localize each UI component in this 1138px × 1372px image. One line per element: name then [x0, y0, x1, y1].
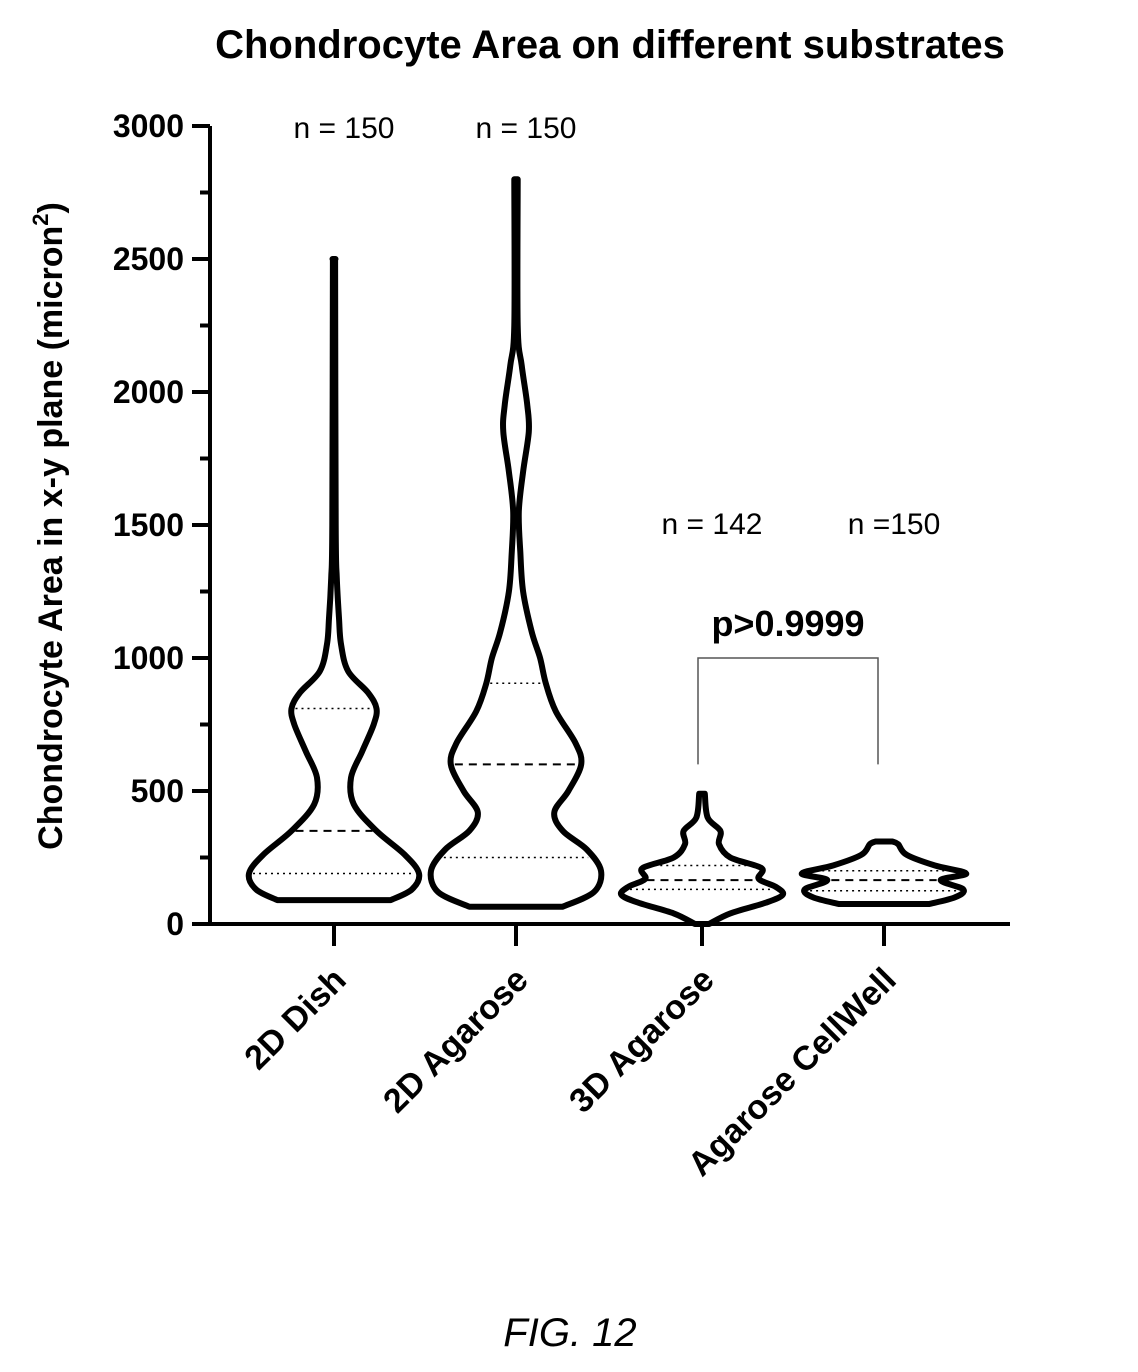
violin-outline	[617, 790, 787, 927]
x-tick-label: 3D Agarose	[562, 961, 722, 1121]
sample-size-label: n =150	[848, 508, 941, 541]
y-tick-label: 3000	[113, 108, 184, 144]
y-axis: 0 500 1000 1500 2000 2500 3000	[113, 108, 212, 942]
x-tick-label: 2D Agarose	[376, 961, 536, 1121]
y-tick-label: 0	[166, 906, 184, 942]
y-tick-label: 2500	[113, 241, 184, 277]
violin-2d-dish	[245, 256, 423, 904]
violin-outline	[798, 838, 970, 907]
y-axis-label-close: )	[32, 202, 70, 213]
y-tick-label: 500	[131, 773, 184, 809]
sample-size-label: n = 142	[662, 508, 763, 541]
y-axis-label: Chondrocyte Area in x-y plane (micron2)	[28, 202, 70, 850]
y-axis-label-main: Chondrocyte Area in x-y plane (micron	[32, 226, 70, 850]
y-tick-label: 1000	[113, 640, 184, 676]
y-tick-label: 1500	[113, 507, 184, 543]
y-axis-label-superscript: 2	[28, 213, 53, 225]
violin-2d-agarose	[427, 176, 605, 910]
p-value-label: p>0.9999	[711, 603, 864, 644]
y-tick-label: 2000	[113, 374, 184, 410]
figure-label: FIG. 12	[503, 1311, 636, 1355]
violin-outline	[245, 256, 423, 904]
sample-size-label: n = 150	[294, 112, 395, 145]
violin-outline	[427, 176, 605, 910]
significance-annotation: p>0.9999	[697, 603, 879, 765]
sample-size-label: n = 150	[476, 112, 577, 145]
violin-agarose-cellwell	[798, 838, 970, 907]
sample-size-labels: n = 150 n = 150 n = 142 n =150	[294, 112, 941, 541]
violin-3d-agarose	[617, 790, 787, 927]
significance-bracket	[697, 657, 879, 765]
x-tick-label: 2D Dish	[237, 961, 353, 1077]
svg-text:Chondrocyte Area in x-y plane: Chondrocyte Area in x-y plane (micron2)	[28, 202, 70, 850]
violins	[245, 176, 970, 927]
chart-title: Chondrocyte Area on different substrates	[215, 23, 1005, 67]
